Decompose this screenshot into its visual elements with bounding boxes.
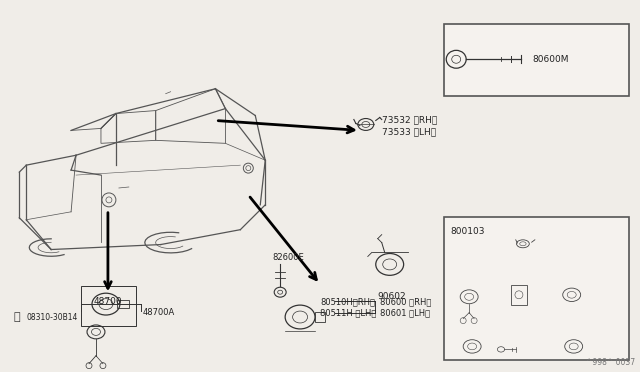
Text: 73532 〈RH〉
73533 〈LH〉: 73532 〈RH〉 73533 〈LH〉: [381, 115, 437, 136]
Text: 48700A: 48700A: [143, 308, 175, 317]
Text: ^998^ 0037: ^998^ 0037: [586, 357, 636, 367]
Bar: [511, 285, 527, 305]
Text: 800103: 800103: [450, 227, 484, 236]
Text: 08310-30B14: 08310-30B14: [26, 312, 77, 321]
Text: 90602: 90602: [378, 292, 406, 301]
Text: 80600 〈RH〉
80601 〈LH〉: 80600 〈RH〉 80601 〈LH〉: [380, 297, 431, 317]
Text: 82600E: 82600E: [272, 253, 304, 262]
Text: 80510H〈RH〉
80511H 〈LH〉: 80510H〈RH〉 80511H 〈LH〉: [320, 297, 376, 317]
Text: 48700: 48700: [93, 297, 122, 306]
Bar: [315, 312, 325, 322]
Bar: [117, 300, 129, 308]
Text: 80600M: 80600M: [532, 55, 568, 64]
Text: Ⓢ: Ⓢ: [13, 312, 20, 322]
Bar: [444, 23, 629, 96]
Bar: [81, 286, 136, 326]
Bar: [444, 217, 629, 359]
